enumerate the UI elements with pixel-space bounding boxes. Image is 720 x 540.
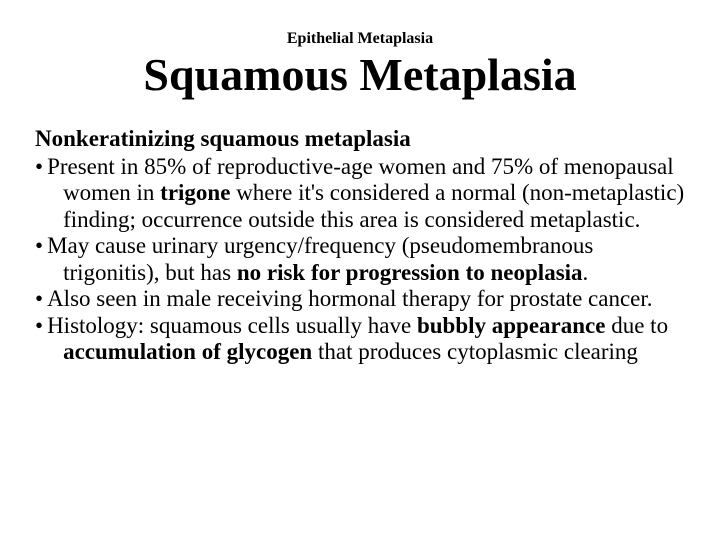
supertitle: Epithelial Metaplasia — [35, 30, 685, 48]
bullet-text: Present in 85% of reproductive-age women… — [47, 154, 685, 233]
subheading: Nonkeratinizing squamous metaplasia — [35, 126, 685, 152]
bullet-marker: • — [35, 154, 47, 233]
bullet-item: • Histology: squamous cells usually have… — [35, 313, 685, 366]
bullet-marker: • — [35, 233, 47, 286]
bullet-item: • May cause urinary urgency/frequency (p… — [35, 233, 685, 286]
bullet-item: • Present in 85% of reproductive-age wom… — [35, 154, 685, 233]
bullet-text: Histology: squamous cells usually have b… — [47, 313, 685, 366]
bullet-marker: • — [35, 286, 47, 312]
body-content: • Present in 85% of reproductive-age wom… — [35, 154, 685, 366]
main-title: Squamous Metaplasia — [35, 48, 685, 101]
bullet-text: May cause urinary urgency/frequency (pse… — [47, 233, 685, 286]
bullet-text: Also seen in male receiving hormonal the… — [47, 286, 685, 312]
bullet-marker: • — [35, 313, 47, 366]
bullet-item: • Also seen in male receiving hormonal t… — [35, 286, 685, 312]
